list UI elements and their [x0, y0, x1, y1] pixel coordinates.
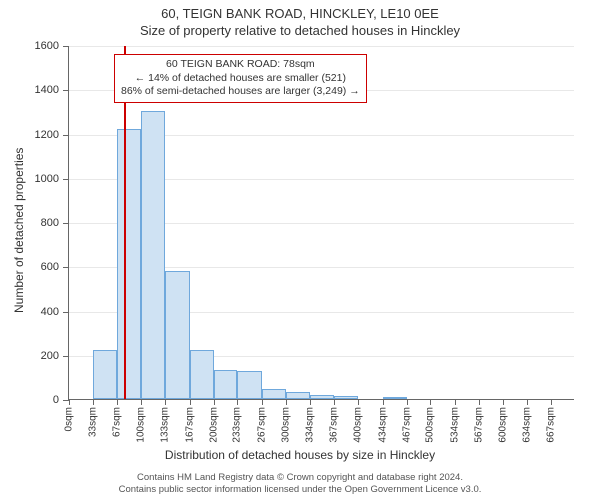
histogram-bar: [117, 129, 141, 399]
x-tick: [334, 399, 335, 405]
annotation-line-2: ← 14% of detached houses are smaller (52…: [121, 72, 360, 86]
x-tick: [190, 399, 191, 405]
x-tick-label: 233sqm: [232, 407, 243, 443]
x-tick: [455, 399, 456, 405]
annotation-line-1: 60 TEIGN BANK ROAD: 78sqm: [121, 58, 360, 72]
title-block: 60, TEIGN BANK ROAD, HINCKLEY, LE10 0EE …: [0, 0, 600, 38]
y-tick-label: 400: [41, 306, 59, 318]
x-tick-label: 334sqm: [305, 407, 316, 443]
x-tick-label: 133sqm: [160, 407, 171, 443]
x-tick-label: 534sqm: [450, 407, 461, 443]
x-tick-label: 0sqm: [64, 407, 75, 431]
title-line-1: 60, TEIGN BANK ROAD, HINCKLEY, LE10 0EE: [0, 6, 600, 21]
y-tick: [63, 179, 69, 180]
y-tick: [63, 356, 69, 357]
y-tick-label: 1400: [35, 84, 59, 96]
histogram-bar: [310, 395, 334, 399]
x-tick-label: 33sqm: [87, 407, 98, 437]
figure-container: 60, TEIGN BANK ROAD, HINCKLEY, LE10 0EE …: [0, 0, 600, 500]
title-line-2: Size of property relative to detached ho…: [0, 23, 600, 38]
x-tick: [383, 399, 384, 405]
x-tick: [407, 399, 408, 405]
histogram-bar: [334, 396, 358, 399]
y-tick-label: 1000: [35, 173, 59, 185]
y-tick: [63, 135, 69, 136]
x-tick-label: 100sqm: [136, 407, 147, 443]
x-tick-label: 500sqm: [425, 407, 436, 443]
histogram-bar: [165, 271, 190, 399]
x-tick: [503, 399, 504, 405]
histogram-bar: [237, 371, 262, 399]
x-tick: [141, 399, 142, 405]
x-tick-label: 400sqm: [353, 407, 364, 443]
attribution-block: Contains HM Land Registry data © Crown c…: [0, 472, 600, 496]
y-tick: [63, 46, 69, 47]
annotation-line-3: 86% of semi-detached houses are larger (…: [121, 85, 360, 99]
y-axis-title: Number of detached properties: [12, 148, 26, 313]
x-tick: [310, 399, 311, 405]
x-tick-label: 467sqm: [401, 407, 412, 443]
x-tick-label: 167sqm: [184, 407, 195, 443]
x-tick-label: 200sqm: [208, 407, 219, 443]
x-tick: [69, 399, 70, 405]
histogram-bar: [286, 392, 311, 399]
y-tick-label: 600: [41, 261, 59, 273]
x-tick: [165, 399, 166, 405]
histogram-bar: [262, 389, 286, 399]
x-tick-label: 267sqm: [257, 407, 268, 443]
histogram-bar: [93, 350, 118, 399]
y-tick: [63, 267, 69, 268]
x-axis-title: Distribution of detached houses by size …: [0, 448, 600, 462]
y-tick-label: 1600: [35, 40, 59, 52]
histogram-bar: [214, 370, 238, 399]
histogram-bar: [190, 350, 214, 399]
y-tick: [63, 90, 69, 91]
x-tick: [551, 399, 552, 405]
x-tick-label: 634sqm: [522, 407, 533, 443]
gridline: [69, 46, 574, 47]
x-tick: [117, 399, 118, 405]
y-tick-label: 1200: [35, 129, 59, 141]
x-tick: [430, 399, 431, 405]
x-tick: [286, 399, 287, 405]
x-tick-label: 667sqm: [546, 407, 557, 443]
x-tick-label: 67sqm: [112, 407, 123, 437]
annotation-box: 60 TEIGN BANK ROAD: 78sqm ← 14% of detac…: [114, 54, 367, 103]
histogram-bar: [141, 111, 165, 399]
attribution-line-2: Contains public sector information licen…: [0, 484, 600, 496]
y-tick: [63, 312, 69, 313]
x-tick-label: 367sqm: [329, 407, 340, 443]
x-tick: [262, 399, 263, 405]
x-tick: [527, 399, 528, 405]
x-tick: [237, 399, 238, 405]
x-tick-label: 600sqm: [497, 407, 508, 443]
y-tick: [63, 223, 69, 224]
y-tick-label: 800: [41, 217, 59, 229]
chart-plot-area: 020040060080010001200140016000sqm33sqm67…: [68, 46, 574, 400]
x-tick: [479, 399, 480, 405]
x-tick-label: 300sqm: [280, 407, 291, 443]
histogram-bar: [383, 397, 407, 399]
y-tick-label: 0: [53, 394, 59, 406]
x-tick: [358, 399, 359, 405]
x-tick-label: 434sqm: [377, 407, 388, 443]
x-tick: [93, 399, 94, 405]
y-tick-label: 200: [41, 350, 59, 362]
x-tick-label: 567sqm: [473, 407, 484, 443]
attribution-line-1: Contains HM Land Registry data © Crown c…: [0, 472, 600, 484]
x-tick: [214, 399, 215, 405]
